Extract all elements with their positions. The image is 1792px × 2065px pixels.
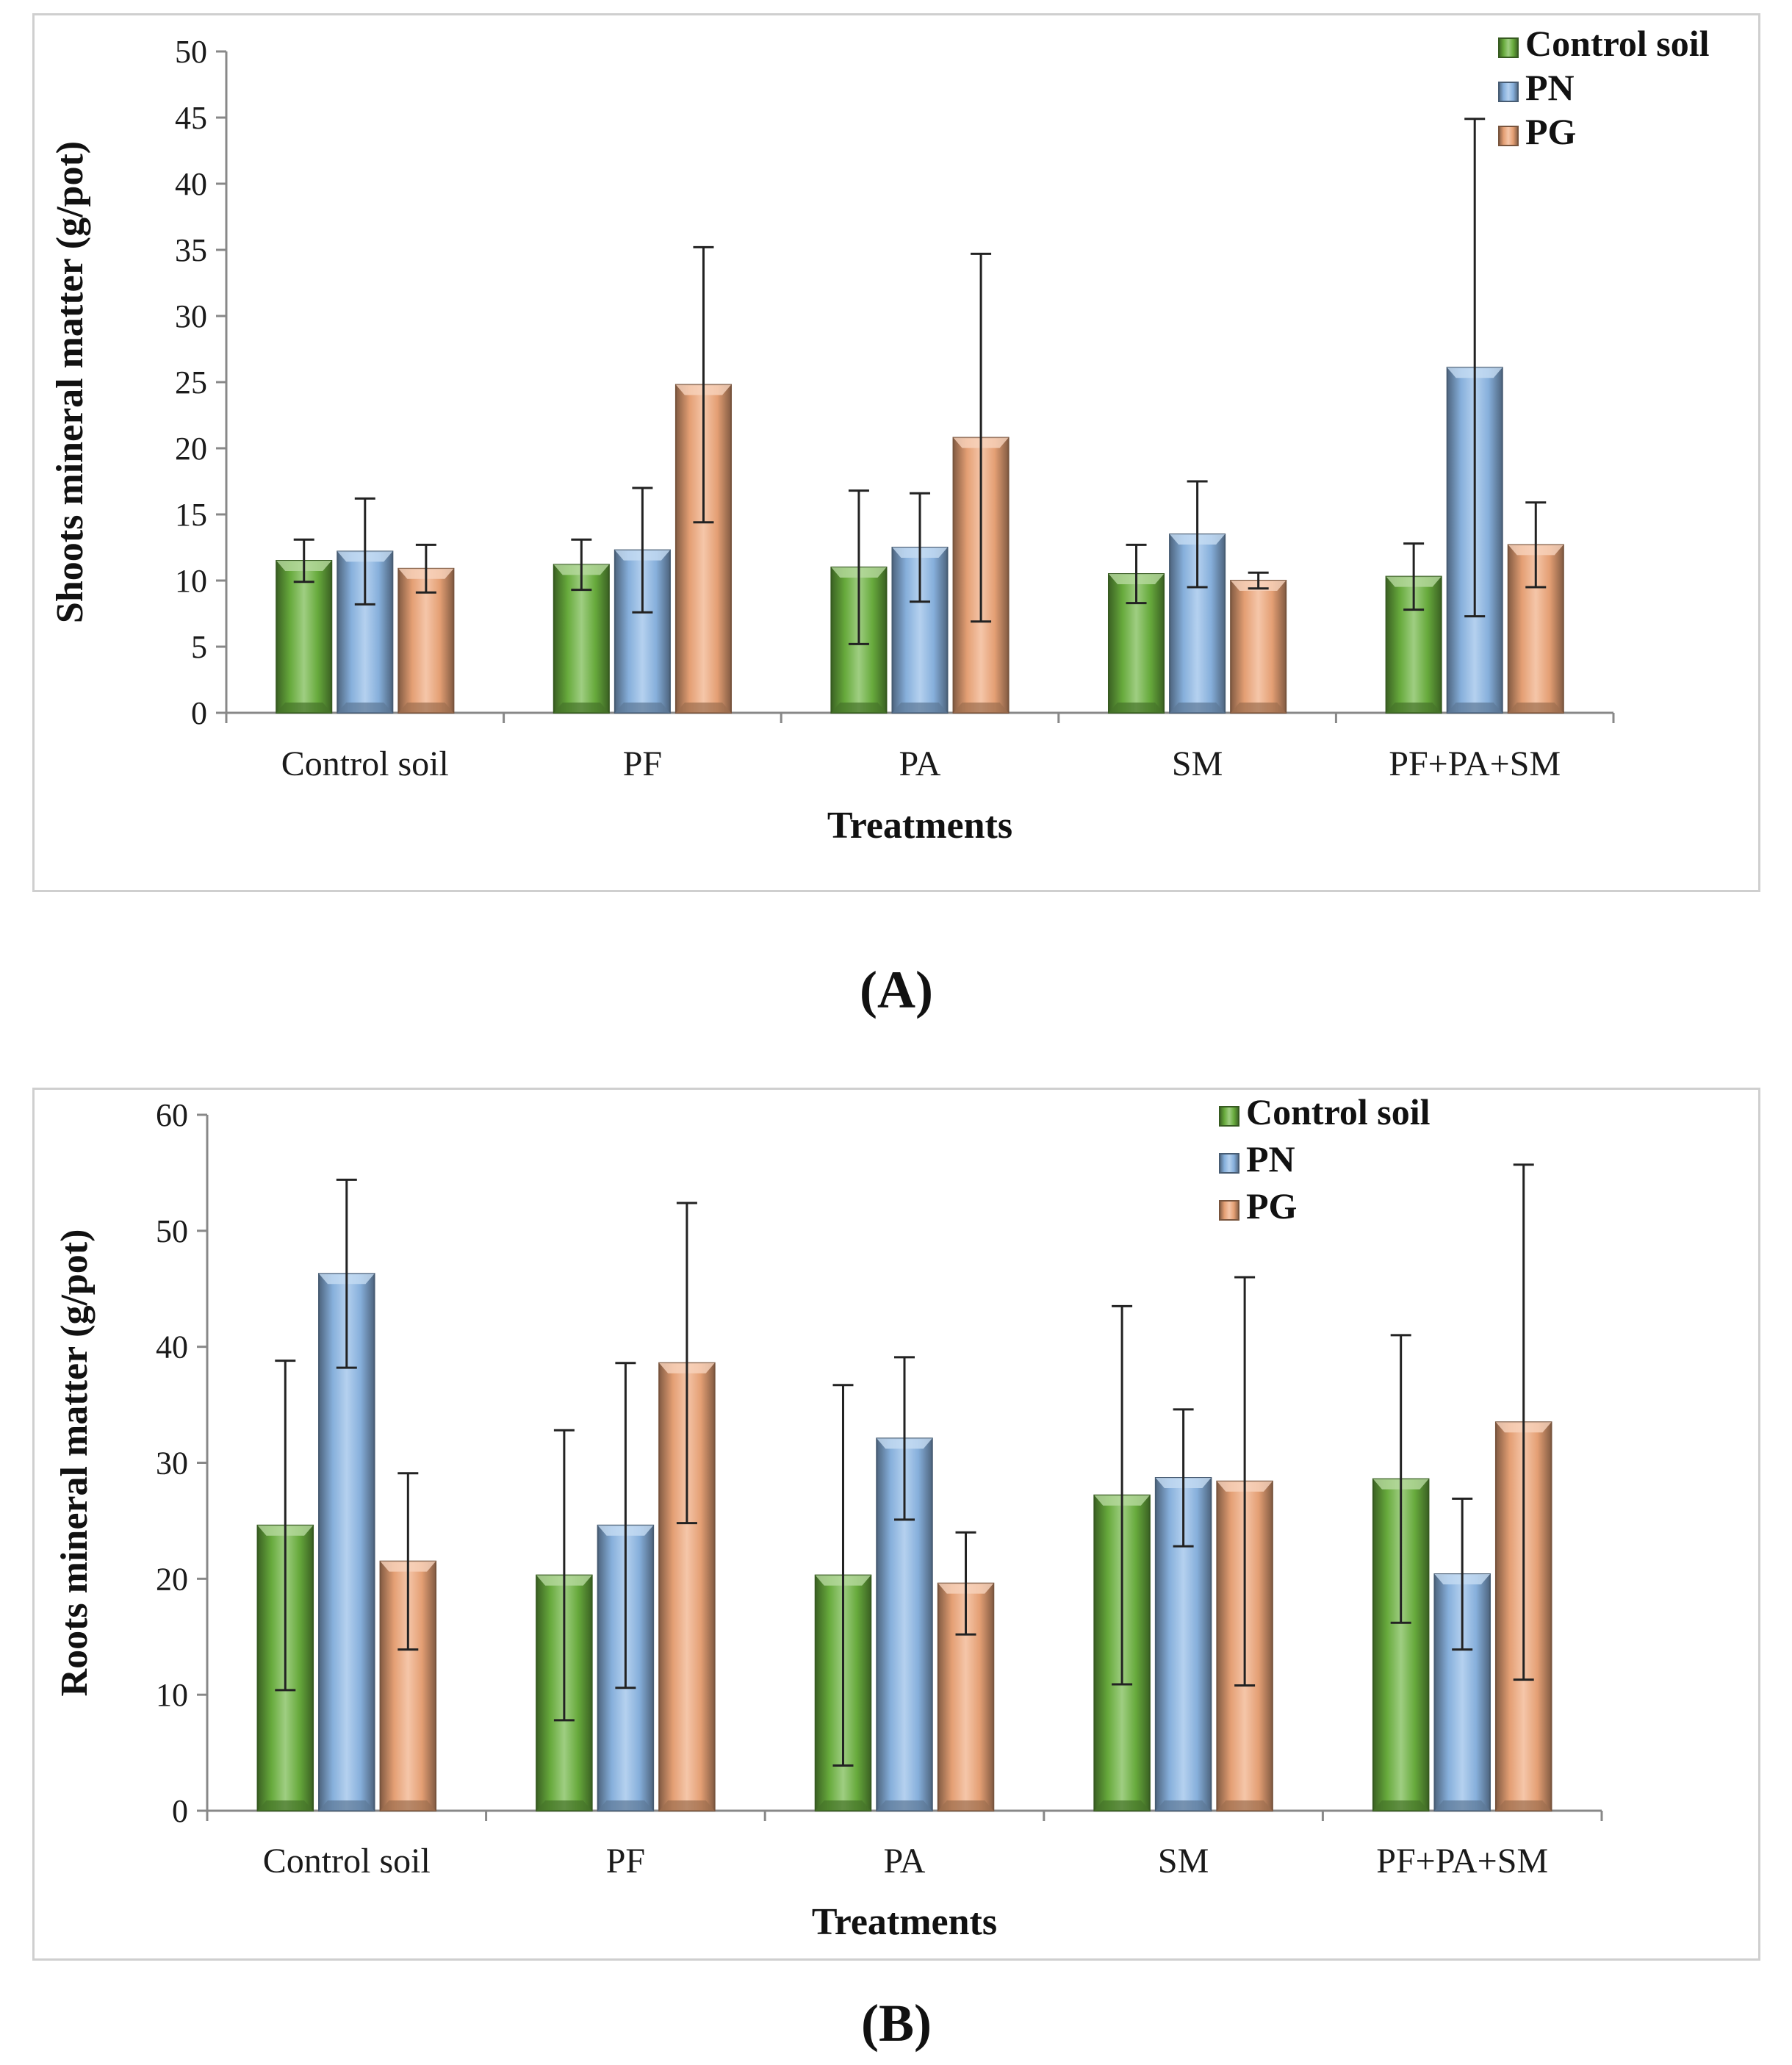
y-tick-label: 50 bbox=[156, 1213, 188, 1249]
bar-bevel-bottom bbox=[892, 703, 948, 713]
legend: Control soil PN PG bbox=[1219, 1091, 1431, 1227]
bar-bevel-bottom bbox=[553, 703, 609, 713]
y-tick-label: 10 bbox=[175, 563, 207, 599]
bar-bevel-bottom bbox=[1108, 703, 1165, 713]
bar-bevel-bottom bbox=[337, 703, 393, 713]
bar-bevel-bottom bbox=[1094, 1800, 1150, 1811]
bar-bevel-bottom bbox=[1447, 703, 1503, 713]
legend-label: Control soil bbox=[1246, 1091, 1431, 1132]
y-tick-label: 40 bbox=[156, 1329, 188, 1365]
chart-a: 0 5 10 15 20 25 30 35 40 45 50 Control soil PF PA SM PF… bbox=[49, 23, 1710, 847]
bar-bevel-bottom bbox=[938, 1800, 994, 1811]
bar-bevel-bottom bbox=[380, 1800, 436, 1811]
x-category-label: Control soil bbox=[281, 744, 449, 783]
x-category-label: PF bbox=[606, 1842, 645, 1881]
y-axis-title: Roots mineral matter (g/pot) bbox=[54, 1229, 96, 1697]
bar-bevel-bottom bbox=[1155, 1800, 1212, 1811]
bar-bevel-bottom bbox=[536, 1800, 592, 1811]
y-tick-label: 5 bbox=[191, 629, 207, 665]
x-category-label: Control soil bbox=[263, 1842, 431, 1881]
bar-bevel-bottom bbox=[675, 703, 732, 713]
x-category-label: PA bbox=[899, 744, 941, 783]
y-tick-label: 35 bbox=[175, 232, 207, 268]
bar-bevel-bottom bbox=[831, 703, 887, 713]
y-tick-label: 20 bbox=[156, 1561, 188, 1597]
x-category-label: PF bbox=[623, 744, 662, 783]
legend-swatch bbox=[1219, 1200, 1239, 1221]
y-tick-label: 60 bbox=[156, 1097, 188, 1133]
x-category-label: PA bbox=[884, 1842, 926, 1881]
bar-bevel-bottom bbox=[1372, 1800, 1429, 1811]
y-tick-label: 50 bbox=[175, 34, 207, 70]
x-category-label: SM bbox=[1172, 744, 1223, 783]
x-category-label: PF+PA+SM bbox=[1376, 1842, 1548, 1881]
x-category-label: PF+PA+SM bbox=[1389, 744, 1561, 783]
chart-b: 0 10 20 30 40 50 60 Control soil PF PA SM PF+PA+SM T… bbox=[54, 1091, 1603, 1943]
panel-b-caption: (B) bbox=[861, 1994, 932, 2053]
bar-bevel-bottom bbox=[257, 1800, 314, 1811]
bar bbox=[276, 560, 333, 714]
bar-bevel-bottom bbox=[1386, 703, 1442, 713]
legend-swatch bbox=[1498, 37, 1519, 58]
y-tick-label: 40 bbox=[175, 166, 207, 202]
panel-a-caption: (A) bbox=[860, 960, 933, 1019]
x-axis-title: Treatments bbox=[812, 1901, 997, 1943]
bar-bevel-bottom bbox=[614, 703, 670, 713]
bar-bevel-bottom bbox=[1217, 1800, 1273, 1811]
bar-bevel-bottom bbox=[659, 1800, 715, 1811]
bar-bevel-bottom bbox=[1434, 1800, 1490, 1811]
x-axis-title: Treatments bbox=[827, 805, 1012, 847]
legend-swatch bbox=[1498, 126, 1519, 146]
bar-bevel-bottom bbox=[1495, 1800, 1552, 1811]
bar-bevel-bottom bbox=[398, 703, 454, 713]
y-tick-label: 10 bbox=[156, 1677, 188, 1713]
legend-swatch bbox=[1219, 1106, 1239, 1127]
bar bbox=[1230, 580, 1287, 714]
bar-bevel-bottom bbox=[1508, 703, 1563, 713]
legend-label: PG bbox=[1525, 111, 1576, 152]
bar-bevel-bottom bbox=[319, 1800, 375, 1811]
legend-label: PG bbox=[1246, 1185, 1297, 1227]
y-tick-label: 25 bbox=[175, 364, 207, 401]
legend-swatch bbox=[1219, 1153, 1239, 1174]
bar-bevel-bottom bbox=[597, 1800, 654, 1811]
legend-swatch bbox=[1498, 82, 1519, 102]
bar-bevel-bottom bbox=[276, 703, 332, 713]
bar-bevel-bottom bbox=[877, 1800, 932, 1811]
y-tick-label: 15 bbox=[175, 497, 207, 533]
x-category-label: SM bbox=[1158, 1842, 1209, 1881]
y-axis-title: Shoots mineral matter (g/pot) bbox=[49, 141, 91, 623]
y-tick-label: 45 bbox=[175, 100, 207, 136]
y-tick-label: 20 bbox=[175, 431, 207, 467]
bar-bevel-bottom bbox=[1231, 703, 1287, 713]
legend-label: Control soil bbox=[1525, 23, 1710, 64]
y-tick-label: 0 bbox=[191, 695, 207, 731]
bar-bevel-bottom bbox=[953, 703, 1009, 713]
y-tick-label: 0 bbox=[172, 1793, 188, 1829]
bar-bevel-bottom bbox=[815, 1800, 871, 1811]
legend-label: PN bbox=[1246, 1138, 1295, 1179]
y-tick-label: 30 bbox=[156, 1446, 188, 1482]
y-tick-label: 30 bbox=[175, 298, 207, 334]
bar-bevel-bottom bbox=[1170, 703, 1226, 713]
legend-label: PN bbox=[1525, 67, 1575, 108]
